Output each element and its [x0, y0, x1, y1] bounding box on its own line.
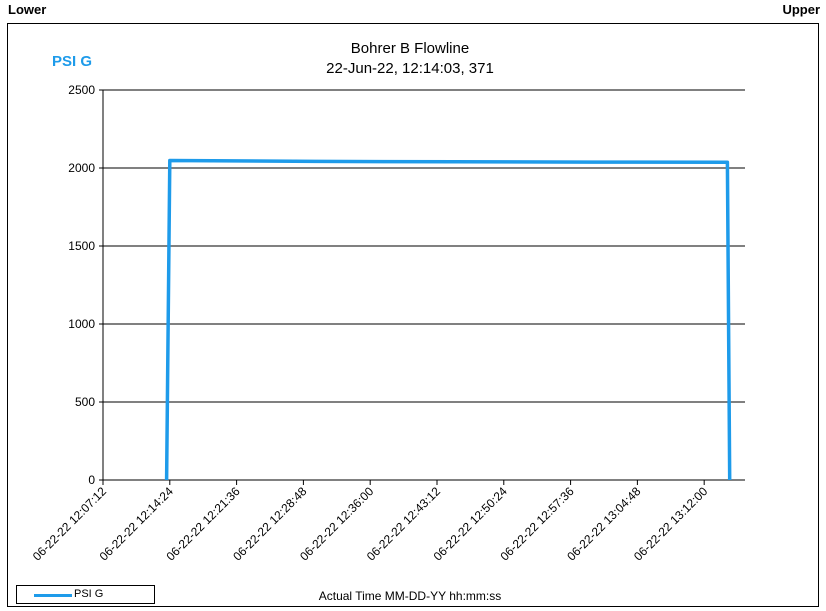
legend-swatch-psi-g: [34, 594, 72, 597]
legend-label-psi-g: PSI G: [74, 588, 104, 600]
upper-label: Upper: [782, 2, 820, 17]
y-unit-label: PSI G: [52, 53, 92, 70]
x-axis-label: Actual Time MM-DD-YY hh:mm:ss: [319, 589, 501, 603]
series-layer: [164, 158, 732, 481]
y-tick-label: 1500: [68, 239, 95, 253]
x-tick-label: 06-22-22 13:12:00: [631, 484, 710, 563]
chart-title: Bohrer B Flowline: [351, 40, 469, 57]
grid-layer: [103, 89, 745, 481]
y-tick-label: 0: [88, 473, 95, 487]
y-tick-label: 2000: [68, 161, 95, 175]
chart-subtitle: 22-Jun-22, 12:14:03, 371: [326, 60, 494, 77]
y-tick-label: 1000: [68, 317, 95, 331]
chart-frame: 0 500 1000 1500 2000 2500 06-22-22 12:07:12 06-…: [7, 23, 819, 607]
y-tick-label: 2500: [68, 83, 95, 97]
y-tick-label: 500: [75, 395, 95, 409]
series-line-psi-g: [164, 158, 732, 481]
label-layer: PSI G Bohrer B Flowline 22-Jun-22, 12:14…: [52, 40, 501, 603]
lower-label: Lower: [8, 2, 47, 17]
legend: PSI G: [16, 585, 155, 604]
